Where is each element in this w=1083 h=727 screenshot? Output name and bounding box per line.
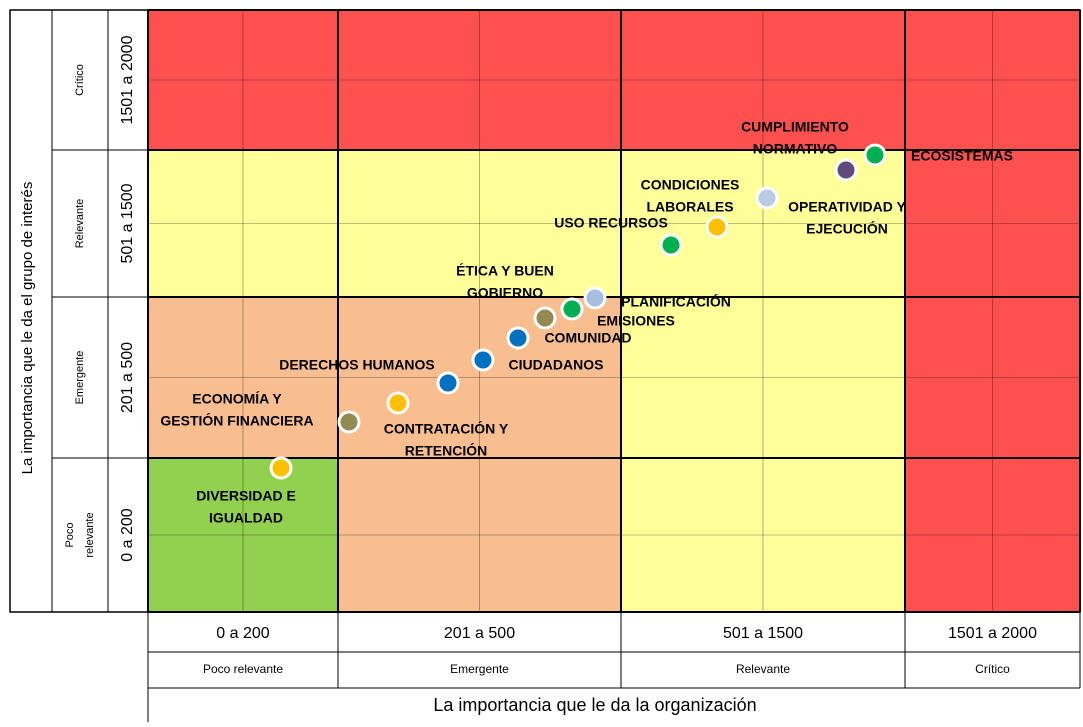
- point-label: CIUDADANOS: [509, 357, 604, 373]
- point-label: EMISIONES: [597, 313, 675, 329]
- column-range: 0 a 200: [216, 625, 269, 642]
- point: [269, 456, 293, 480]
- row-name: relevante: [84, 512, 96, 557]
- point: [583, 286, 607, 310]
- point-label: DERECHOS HUMANOS: [279, 357, 435, 373]
- y-axis-title: La importancia que le da el grupo de int…: [19, 182, 36, 475]
- point-label: GOBIERNO: [467, 285, 543, 301]
- column-range: 201 a 500: [444, 625, 515, 642]
- row-name: Crítico: [74, 64, 86, 96]
- frame: [9, 9, 1081, 613]
- point-label: DIVERSIDAD E: [196, 488, 296, 504]
- row-range: 1501 a 2000: [119, 35, 136, 124]
- point-label: LABORALES: [646, 199, 733, 215]
- point-label: GESTIÓN FINANCIERA: [160, 412, 313, 429]
- row-name: Emergente: [74, 351, 86, 405]
- point: [755, 186, 779, 210]
- point-label: CONTRATACIÓN Y: [384, 420, 509, 437]
- point: [471, 348, 495, 372]
- point: [863, 143, 887, 167]
- row-name: Poco: [64, 522, 76, 547]
- point-label: USO RECURSOS: [554, 215, 668, 231]
- column-name: Crítico: [975, 662, 1010, 676]
- point-label: NORMATIVO: [753, 141, 838, 157]
- column-name: Poco relevante: [203, 662, 283, 676]
- row-range: 501 a 1500: [119, 183, 136, 263]
- point: [506, 326, 530, 350]
- point-label: CONDICIONES: [641, 177, 740, 193]
- column-name: Emergente: [450, 662, 509, 676]
- point-label: OPERATIVIDAD Y: [788, 199, 906, 215]
- point-label: CUMPLIMIENTO: [741, 119, 849, 135]
- point: [533, 306, 557, 330]
- point-label: COMUNIDAD: [544, 330, 631, 346]
- point: [659, 233, 683, 257]
- point: [705, 215, 729, 239]
- point-label: ÉTICA Y BUEN: [456, 263, 554, 279]
- point-label: ECOSISTEMAS: [911, 148, 1013, 164]
- point-label: ECONOMÍA Y: [192, 391, 282, 407]
- x-axis-title: La importancia que le da la organización: [433, 695, 756, 715]
- point: [436, 371, 460, 395]
- column-range: 501 a 1500: [723, 625, 803, 642]
- point-label: IGUALDAD: [209, 510, 283, 526]
- column-name: Relevante: [736, 662, 790, 676]
- point: [560, 297, 584, 321]
- point: [386, 391, 410, 415]
- point: [834, 158, 858, 182]
- row-range: 0 a 200: [119, 508, 136, 561]
- point-label: EJECUCIÓN: [806, 220, 888, 237]
- row-range: 201 a 500: [119, 342, 136, 413]
- column-range: 1501 a 2000: [948, 625, 1037, 642]
- point-label: RETENCIÓN: [405, 442, 487, 459]
- point-label: PLANIFICACIÓN: [621, 293, 731, 310]
- row-name: Relevante: [74, 199, 86, 249]
- point: [337, 410, 361, 434]
